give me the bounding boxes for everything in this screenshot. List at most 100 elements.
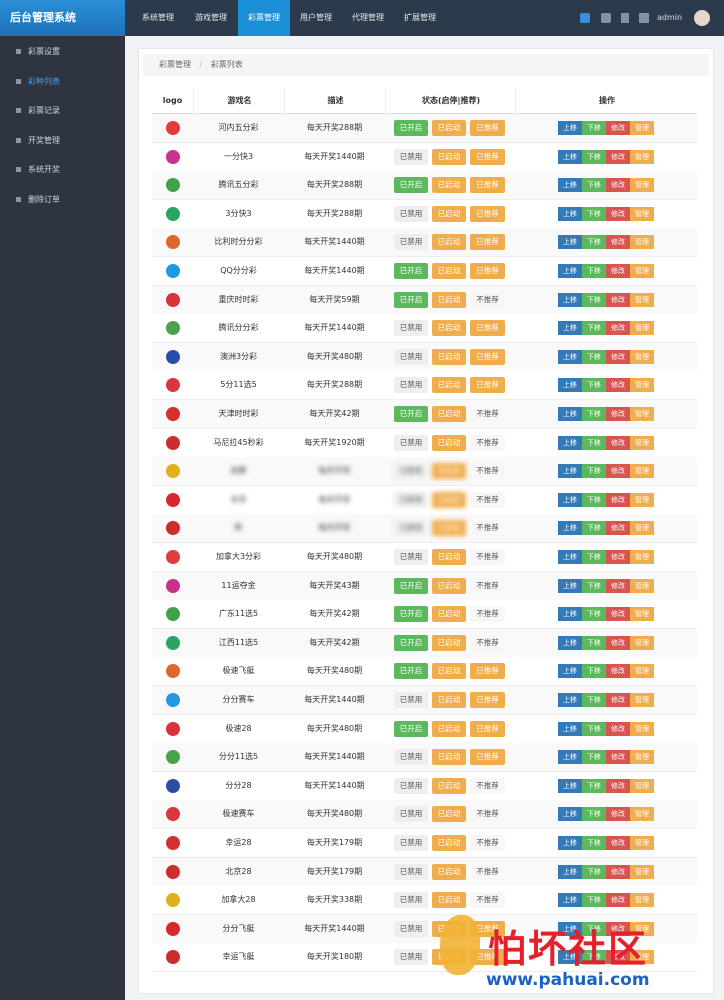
action-button[interactable]: 下移: [582, 664, 606, 679]
action-button[interactable]: 上移: [558, 721, 582, 736]
action-button[interactable]: 修改: [606, 435, 630, 450]
recommend-toggle[interactable]: 已推荐: [470, 692, 505, 708]
enable-toggle[interactable]: 已禁用: [394, 377, 428, 394]
recommend-toggle[interactable]: 不推荐: [470, 806, 505, 823]
recommend-toggle[interactable]: 不推荐: [470, 835, 505, 851]
action-button[interactable]: 下移: [582, 836, 606, 850]
sidebar-item[interactable]: 开奖管理: [0, 126, 125, 155]
action-button[interactable]: 管理: [630, 521, 654, 536]
start-toggle[interactable]: 已启动: [432, 806, 466, 823]
action-button[interactable]: 上移: [558, 578, 582, 593]
avatar[interactable]: [694, 10, 710, 26]
start-toggle[interactable]: 已启动: [432, 377, 466, 394]
recommend-toggle[interactable]: 已推荐: [470, 263, 505, 279]
start-toggle[interactable]: 已启动: [432, 205, 466, 222]
action-button[interactable]: 修改: [606, 235, 630, 250]
action-button[interactable]: 修改: [606, 921, 630, 936]
action-button[interactable]: 上移: [558, 178, 582, 193]
action-button[interactable]: 上移: [558, 521, 582, 536]
action-button[interactable]: 管理: [630, 435, 654, 450]
enable-toggle[interactable]: 已开启: [394, 406, 428, 422]
action-button[interactable]: 下移: [582, 378, 606, 393]
action-button[interactable]: 上移: [558, 635, 582, 650]
enable-toggle[interactable]: 已禁用: [394, 692, 428, 708]
start-toggle[interactable]: 已启动: [432, 234, 466, 251]
action-button[interactable]: 下移: [582, 950, 606, 965]
start-toggle[interactable]: 已启动: [432, 663, 466, 680]
action-button[interactable]: 上移: [558, 121, 582, 135]
enable-toggle[interactable]: 已禁用: [394, 320, 428, 337]
nav-item[interactable]: 游戏管理: [195, 13, 227, 22]
start-toggle[interactable]: 已启动: [432, 520, 466, 537]
start-toggle[interactable]: 已启动: [432, 148, 466, 165]
action-button[interactable]: 修改: [606, 807, 630, 822]
action-button[interactable]: 修改: [606, 264, 630, 278]
start-toggle[interactable]: 已启动: [432, 463, 466, 480]
action-button[interactable]: 下移: [582, 893, 606, 908]
action-button[interactable]: 管理: [630, 635, 654, 650]
action-button[interactable]: 管理: [630, 778, 654, 793]
recommend-toggle[interactable]: 不推荐: [470, 777, 505, 794]
recommend-toggle[interactable]: 已推荐: [470, 749, 505, 766]
start-toggle[interactable]: 已启动: [432, 177, 466, 194]
start-toggle[interactable]: 已启动: [432, 120, 466, 136]
recommend-toggle[interactable]: 不推荐: [470, 892, 505, 909]
action-button[interactable]: 上移: [558, 893, 582, 908]
enable-toggle[interactable]: 已禁用: [394, 863, 428, 880]
enable-toggle[interactable]: 已禁用: [394, 892, 428, 909]
action-button[interactable]: 上移: [558, 292, 582, 307]
recommend-toggle[interactable]: 已推荐: [470, 177, 505, 194]
action-button[interactable]: 下移: [582, 435, 606, 450]
action-button[interactable]: 管理: [630, 206, 654, 221]
start-toggle[interactable]: 已启动: [432, 692, 466, 708]
action-button[interactable]: 修改: [606, 492, 630, 507]
icon[interactable]: [580, 13, 590, 23]
action-button[interactable]: 下移: [582, 206, 606, 221]
start-toggle[interactable]: 已启动: [432, 549, 466, 565]
action-button[interactable]: 下移: [582, 149, 606, 164]
action-button[interactable]: 管理: [630, 292, 654, 307]
sidebar-item[interactable]: 彩票记录: [0, 96, 125, 125]
action-button[interactable]: 管理: [630, 149, 654, 164]
action-button[interactable]: 下移: [582, 292, 606, 307]
crumb[interactable]: 彩票管理: [159, 60, 191, 69]
start-toggle[interactable]: 已启动: [432, 577, 466, 594]
action-button[interactable]: 修改: [606, 149, 630, 164]
action-button[interactable]: 上移: [558, 750, 582, 765]
recommend-toggle[interactable]: 不推荐: [470, 606, 505, 623]
recommend-toggle[interactable]: 不推荐: [470, 434, 505, 451]
action-button[interactable]: 管理: [630, 235, 654, 250]
action-button[interactable]: 管理: [630, 121, 654, 135]
action-button[interactable]: 修改: [606, 550, 630, 564]
recommend-toggle[interactable]: 已推荐: [470, 234, 505, 251]
start-toggle[interactable]: 已启动: [432, 348, 466, 365]
action-button[interactable]: 修改: [606, 178, 630, 193]
recommend-toggle[interactable]: 已推荐: [470, 663, 505, 680]
action-button[interactable]: 下移: [582, 550, 606, 564]
action-button[interactable]: 下移: [582, 349, 606, 364]
sidebar-item[interactable]: 彩票设置: [0, 37, 125, 66]
action-button[interactable]: 下移: [582, 521, 606, 536]
start-toggle[interactable]: 已启动: [432, 835, 466, 851]
start-toggle[interactable]: 已启动: [432, 320, 466, 337]
enable-toggle[interactable]: 已禁用: [394, 491, 428, 508]
enable-toggle[interactable]: 已禁用: [394, 520, 428, 537]
action-button[interactable]: 管理: [630, 693, 654, 707]
action-button[interactable]: 下移: [582, 693, 606, 707]
recommend-toggle[interactable]: 已推荐: [470, 148, 505, 165]
action-button[interactable]: 修改: [606, 292, 630, 307]
enable-toggle[interactable]: 已禁用: [394, 949, 428, 966]
action-button[interactable]: 修改: [606, 950, 630, 965]
start-toggle[interactable]: 已启动: [432, 863, 466, 880]
enable-toggle[interactable]: 已禁用: [394, 234, 428, 251]
sidebar-item[interactable]: 系统开奖: [0, 155, 125, 184]
action-button[interactable]: 修改: [606, 378, 630, 393]
recommend-toggle[interactable]: 已推荐: [470, 320, 505, 337]
enable-toggle[interactable]: 已开启: [394, 120, 428, 136]
action-button[interactable]: 下移: [582, 607, 606, 622]
enable-toggle[interactable]: 已禁用: [394, 749, 428, 766]
action-button[interactable]: 管理: [630, 578, 654, 593]
action-button[interactable]: 上移: [558, 235, 582, 250]
recommend-toggle[interactable]: 已推荐: [470, 205, 505, 222]
action-button[interactable]: 上移: [558, 407, 582, 421]
